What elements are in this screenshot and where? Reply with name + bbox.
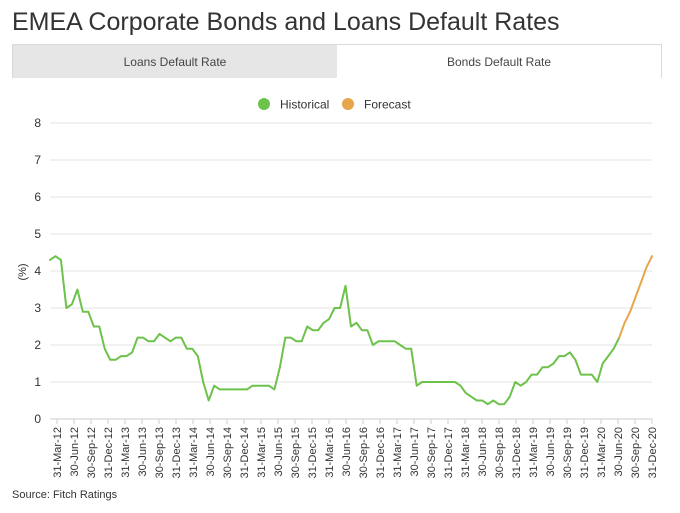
y-tick-label: 8 (34, 116, 41, 130)
default-rate-chart: Historical Forecast 0 1 2 3 4 5 6 7 8 (%) 31-Mar… (17, 98, 659, 479)
y-tick-label: 4 (34, 264, 41, 278)
y-tick-label: 2 (34, 338, 41, 352)
page-title: EMEA Corporate Bonds and Loans Default R… (12, 8, 560, 36)
x-tick-label: 30-Jun-14 (205, 427, 217, 477)
tab-loans-default-rate[interactable]: Loans Default Rate (13, 45, 337, 78)
x-tick-label: 31-Dec-12 (103, 427, 115, 478)
x-axis (50, 418, 653, 424)
x-tick-label: 31-Mar-17 (392, 427, 404, 478)
y-tick-label: 7 (34, 153, 41, 167)
x-tick-label: 31-Dec-16 (375, 427, 387, 478)
tab-bonds-default-rate[interactable]: Bonds Default Rate (337, 45, 661, 78)
x-tick-label: 30-Jun-18 (477, 427, 489, 477)
x-tick-label: 31-Dec-19 (579, 427, 591, 478)
x-tick-label: 31-Mar-19 (528, 427, 540, 478)
historical-series-line[interactable] (49, 255, 621, 406)
x-tick-label: 31-Dec-13 (171, 427, 183, 478)
x-tick-label: 31-Mar-12 (52, 427, 64, 478)
x-tick-label: 30-Jun-17 (409, 427, 421, 477)
legend-forecast-label[interactable]: Forecast (364, 98, 411, 112)
x-tick-label: 30-Jun-13 (137, 427, 149, 477)
x-tick-label: 30-Sep-15 (290, 427, 302, 478)
x-tick-label: 31-Mar-14 (188, 427, 200, 478)
x-tick-label: 30-Jun-15 (273, 427, 285, 477)
y-tick-label: 5 (34, 227, 41, 241)
x-tick-label: 31-Dec-18 (511, 427, 523, 478)
x-tick-label: 30-Sep-12 (86, 427, 98, 478)
x-tick-label: 31-Dec-17 (443, 427, 455, 478)
x-tick-label: 30-Jun-19 (545, 427, 557, 477)
x-tick-label: 31-Dec-20 (647, 427, 659, 478)
legend-historical-label[interactable]: Historical (280, 98, 329, 112)
source-note: Source: Fitch Ratings (12, 489, 118, 501)
x-tick-label: 31-Mar-18 (460, 427, 472, 478)
y-axis-tick-labels: 0 1 2 3 4 5 6 7 8 (34, 116, 41, 426)
grid-lines (50, 122, 652, 383)
x-tick-label: 30-Jun-20 (613, 427, 625, 477)
x-tick-label: 30-Sep-16 (358, 427, 370, 478)
tab-bar: Loans Default Rate Bonds Default Rate (12, 44, 662, 78)
x-tick-label: 30-Jun-16 (341, 427, 353, 477)
y-tick-label: 6 (34, 190, 41, 204)
x-tick-label: 31-Mar-20 (596, 427, 608, 478)
y-tick-label: 1 (34, 375, 41, 389)
y-tick-label: 3 (34, 301, 41, 315)
x-tick-label: 30-Sep-14 (222, 427, 234, 478)
x-tick-label: 31-Dec-15 (307, 427, 319, 478)
x-tick-label: 30-Sep-19 (562, 427, 574, 478)
x-tick-label: 30-Sep-17 (426, 427, 438, 478)
forecast-series-line[interactable] (618, 255, 653, 339)
x-tick-label: 30-Jun-12 (69, 427, 81, 477)
x-tick-label: 30-Sep-18 (494, 427, 506, 478)
y-axis-label: (%) (17, 263, 29, 280)
x-axis-tick-labels: 31-Mar-12 30-Jun-12 30-Sep-12 31-Dec-12 31-M… (52, 427, 659, 478)
data-series (49, 255, 653, 406)
legend-forecast-marker[interactable] (342, 98, 354, 110)
x-tick-label: 31-Dec-14 (239, 427, 251, 478)
chart-legend: Historical Forecast (258, 98, 411, 112)
x-tick-label: 31-Mar-16 (324, 427, 336, 478)
x-tick-label: 30-Sep-20 (630, 427, 642, 478)
y-tick-label: 0 (34, 412, 41, 426)
x-tick-label: 31-Mar-13 (120, 427, 132, 478)
x-tick-label: 31-Mar-15 (256, 427, 268, 478)
legend-historical-marker[interactable] (258, 98, 270, 110)
x-tick-label: 30-Sep-13 (154, 427, 166, 478)
